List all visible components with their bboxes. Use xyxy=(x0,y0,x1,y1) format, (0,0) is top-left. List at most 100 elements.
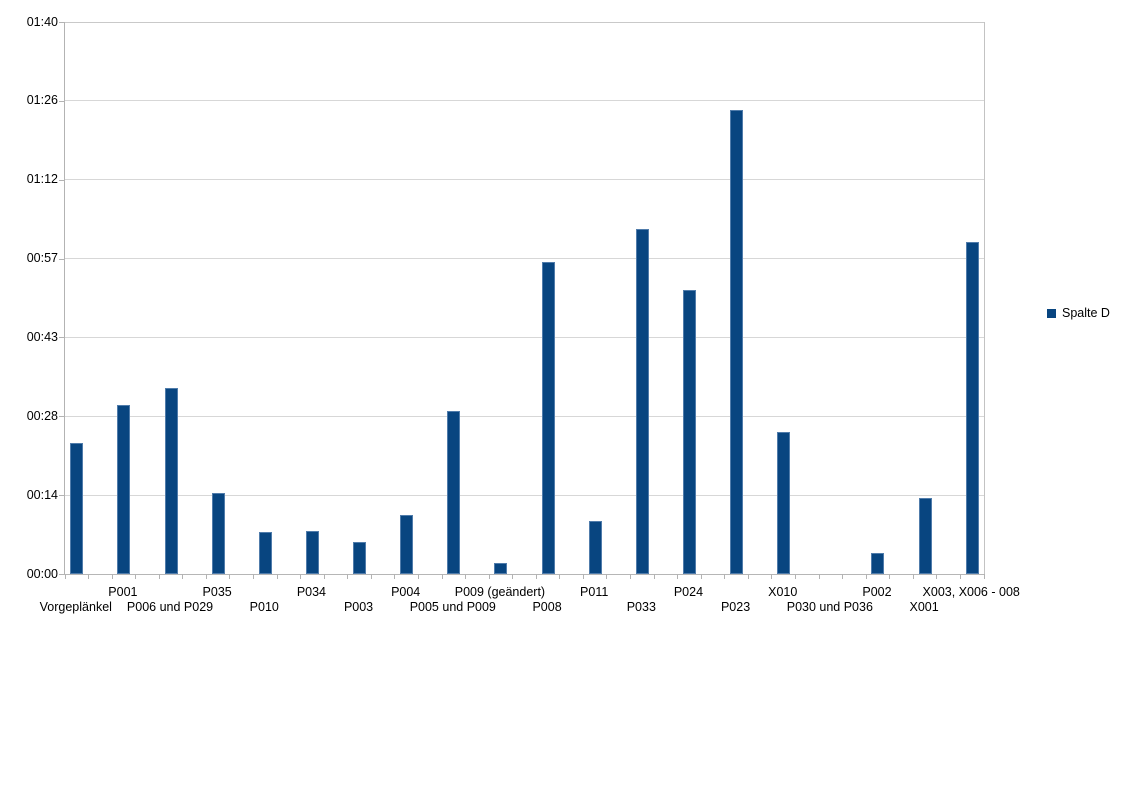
chart-bar xyxy=(305,530,319,574)
y-axis-tick xyxy=(59,495,64,497)
x-axis-tick xyxy=(794,574,796,579)
y-axis-tick xyxy=(59,22,64,23)
y-axis-tick-label: 00:57 xyxy=(26,251,58,266)
x-axis-tick xyxy=(253,574,254,579)
chart-bar xyxy=(682,290,696,574)
x-axis-tick xyxy=(394,574,396,579)
x-axis-category-label: X003, X006 - 008 xyxy=(922,585,1020,599)
y-axis-tick xyxy=(59,574,64,575)
legend-color-swatch xyxy=(1047,308,1056,318)
y-axis-tick-label: 00:28 xyxy=(26,408,58,423)
y-axis-tick xyxy=(59,337,64,339)
x-axis-tick xyxy=(88,574,90,579)
x-axis-category-label: X001 xyxy=(909,600,939,614)
x-axis-tick xyxy=(559,574,561,579)
y-gridline xyxy=(65,100,984,102)
x-axis-tick xyxy=(842,574,844,579)
y-axis-tick xyxy=(59,416,64,418)
x-axis-tick xyxy=(512,574,514,579)
x-axis-tick xyxy=(889,574,891,579)
x-axis-category-label: P009 (geändert) xyxy=(454,585,546,599)
chart-bar xyxy=(730,109,744,574)
x-axis-category-label: P005 und P009 xyxy=(409,600,496,614)
x-axis-category-label: P024 xyxy=(673,585,704,599)
y-axis-tick-label: 01:40 xyxy=(26,14,58,29)
chart-bar xyxy=(447,411,461,574)
x-axis-tick xyxy=(158,574,160,579)
chart-bar xyxy=(541,262,555,574)
y-gridline xyxy=(65,179,984,181)
y-gridline xyxy=(65,336,984,338)
x-axis-tick xyxy=(912,574,914,579)
plot-area xyxy=(64,21,985,579)
x-axis-tick xyxy=(347,574,349,579)
y-axis-tick-label: 00:43 xyxy=(26,329,58,344)
x-axis-category-label: P030 und P036 xyxy=(786,600,873,614)
y-gridline xyxy=(65,21,984,23)
x-axis-category-label: P011 xyxy=(580,585,609,599)
x-axis-category-label: P006 und P029 xyxy=(126,600,214,614)
y-axis-tick-label: 00:14 xyxy=(26,487,58,502)
chart-bar xyxy=(353,541,367,574)
x-axis-category-label: P003 xyxy=(343,600,374,614)
x-axis-tick xyxy=(205,574,207,579)
x-axis-category-label: P001 xyxy=(108,585,138,599)
chart-bar xyxy=(117,405,131,574)
y-axis-tick xyxy=(59,258,64,260)
y-axis-tick xyxy=(59,100,64,102)
x-axis-category-label: P023 xyxy=(720,600,751,614)
x-axis-tick xyxy=(606,574,608,579)
chart-bar xyxy=(635,229,649,574)
x-axis-tick xyxy=(111,574,113,579)
chart-bar xyxy=(258,532,272,574)
y-axis-tick xyxy=(59,179,64,181)
x-axis-category-label: P002 xyxy=(862,585,892,599)
chart-bar xyxy=(777,432,791,574)
x-axis-tick xyxy=(465,574,467,579)
y-axis-tick-label: 00:00 xyxy=(26,566,58,581)
chart-bar xyxy=(965,242,979,574)
x-axis-tick xyxy=(370,574,372,579)
x-axis-tick xyxy=(818,574,820,579)
x-axis-category-label: P010 xyxy=(249,600,279,614)
x-axis-tick xyxy=(959,574,961,579)
x-axis-tick xyxy=(653,574,655,579)
chart-bar xyxy=(871,553,885,574)
legend-label: Spalte D xyxy=(1062,306,1110,320)
chart-bar xyxy=(164,387,178,574)
x-axis-tick xyxy=(323,574,325,579)
x-axis-tick xyxy=(724,574,726,579)
x-axis-tick xyxy=(983,574,985,579)
x-axis-category-label: P004 xyxy=(391,585,421,599)
x-axis-tick xyxy=(582,574,584,579)
x-axis-tick xyxy=(229,574,231,579)
y-axis-tick-label: 01:12 xyxy=(26,172,58,187)
legend: Spalte D xyxy=(1047,306,1110,320)
y-gridline xyxy=(65,415,984,417)
x-axis-tick xyxy=(182,574,184,579)
x-axis-category-label: X010 xyxy=(768,585,798,599)
x-axis-category-label: P033 xyxy=(626,600,656,614)
y-gridline xyxy=(65,494,984,496)
chart-bar xyxy=(70,443,84,574)
x-axis-tick xyxy=(700,574,702,579)
x-axis-tick xyxy=(936,574,938,579)
chart-bar xyxy=(588,521,602,574)
chart-bar xyxy=(400,514,414,574)
x-axis-tick xyxy=(535,574,537,579)
x-axis-tick xyxy=(135,574,137,579)
x-axis-category-label: P008 xyxy=(532,600,562,614)
x-axis-tick xyxy=(488,574,490,579)
x-axis-category-label: P034 xyxy=(296,585,327,599)
x-axis-tick xyxy=(417,574,419,579)
x-axis-category-label: P035 xyxy=(202,585,232,599)
x-axis-tick xyxy=(771,574,773,579)
chart-bar xyxy=(918,497,932,574)
x-axis-tick xyxy=(300,574,302,579)
x-axis-tick xyxy=(441,574,443,579)
chart-bar xyxy=(211,492,225,574)
x-axis-tick xyxy=(677,574,679,579)
x-axis-tick xyxy=(865,574,867,579)
y-axis-tick-label: 01:26 xyxy=(26,93,58,108)
